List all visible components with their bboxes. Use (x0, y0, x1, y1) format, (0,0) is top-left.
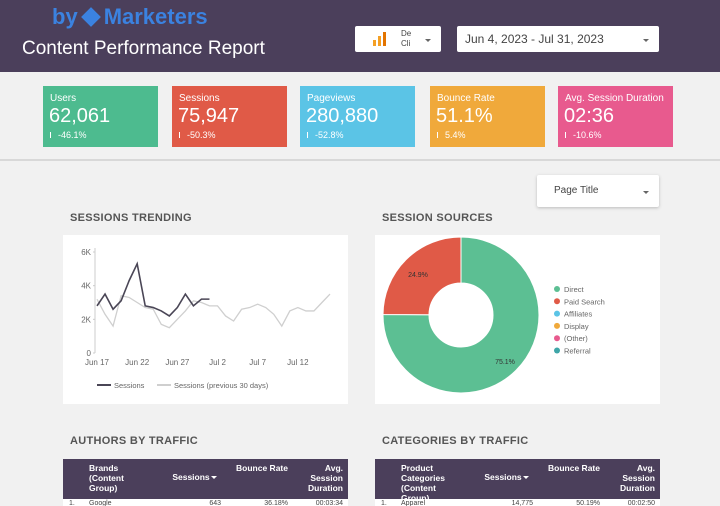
chart-title: SESSION SOURCES (382, 212, 493, 224)
column-header: Avg. Session Duration (308, 463, 343, 493)
legend-swatch (554, 322, 560, 329)
slice-label: 75.1% (495, 359, 515, 366)
source-text: De (401, 29, 412, 38)
kpi-label: Sessions (179, 93, 220, 104)
chart-title: SESSIONS TRENDING (70, 212, 192, 224)
kpi-change: -46.1% (58, 130, 87, 140)
legend-swatch (554, 286, 560, 292)
kpi-arrow (179, 132, 180, 138)
column-header: Bounce Rate (236, 463, 288, 473)
table-title: AUTHORS BY TRAFFIC (70, 435, 199, 447)
donut-slice (382, 236, 540, 394)
column-header: Product Categories (Content Group) (401, 463, 445, 503)
table-row: 1. Apparel 14,775 50.19% 00:02:50 (375, 499, 660, 506)
table-cell: 00:02:50 (627, 500, 655, 506)
y-tick-label: 4K (81, 282, 91, 291)
donut-slice (382, 236, 462, 316)
table-cell: 50.19% (576, 500, 600, 506)
kpi-label: Users (50, 93, 77, 104)
table-cell: 00:03:34 (315, 500, 343, 506)
logo: by Marketers (52, 4, 208, 30)
x-tick-label: Jun 22 (125, 358, 150, 367)
kpi-arrow (437, 132, 438, 138)
kpi-value: 280,880 (306, 105, 379, 127)
column-header: Bounce Rate (548, 463, 600, 473)
legend-swatch (554, 347, 560, 354)
table-header: Brands (Content Group) Sessions Bounce Rat… (63, 459, 348, 499)
source-selector[interactable]: De Cli (355, 26, 441, 52)
legend-label: Affiliates (564, 310, 592, 319)
legend-label: (Other) (564, 334, 588, 343)
column-header: Sessions (484, 472, 522, 482)
table-cell: Google (89, 500, 112, 506)
slice-label: 24.9% (408, 272, 428, 279)
kpi-change: -52.8% (315, 130, 344, 140)
y-tick-label: 0 (87, 349, 92, 358)
kpi-card: Pageviews 280,880 -52.8% (300, 86, 415, 147)
table-cell: 1. (69, 500, 75, 506)
date-range: Jun 4, 2023 - Jul 31, 2023 (465, 32, 604, 46)
filter-label: Page Title (554, 185, 599, 196)
legend-label: Sessions (previous 30 days) (174, 381, 269, 390)
line-series (96, 261, 210, 317)
source-text: Cli (401, 39, 411, 48)
legend-label: Display (564, 322, 589, 331)
table-title: CATEGORIES BY TRAFFIC (382, 435, 529, 447)
chart-panel (63, 235, 348, 404)
kpi-change: -50.3% (187, 130, 216, 140)
kpi-label: Bounce Rate (437, 93, 495, 104)
page-title-filter[interactable]: Page Title (537, 175, 659, 207)
x-tick-label: Jun 27 (165, 358, 190, 367)
kpi-value: 62,061 (49, 105, 111, 127)
x-tick-label: Jul 7 (249, 358, 266, 367)
logo-name: Marketers (103, 4, 208, 29)
kpi-label: Avg. Session Duration (565, 93, 664, 104)
column-header: Brands (Content Group) (89, 463, 124, 493)
kpi-arrow (50, 132, 51, 138)
kpi-label: Pageviews (307, 93, 356, 104)
legend-swatch (554, 310, 560, 317)
x-tick-label: Jul 2 (209, 358, 226, 367)
kpi-value: 75,947 (178, 105, 240, 127)
column-header: Sessions (172, 472, 210, 482)
report-title: Content Performance Report (22, 38, 265, 59)
kpi-change: 5.4% (445, 130, 466, 140)
x-tick-label: Jun 17 (85, 358, 110, 367)
column-header: Avg. Session Duration (620, 463, 655, 493)
table-row: 1. Google 643 36.18% 00:03:34 (63, 499, 348, 506)
legend-label: Sessions (114, 381, 145, 390)
legend-label: Referral (564, 347, 591, 356)
y-tick-label: 2K (81, 315, 91, 324)
date-range-picker[interactable]: Jun 4, 2023 - Jul 31, 2023 (457, 26, 659, 52)
kpi-card: Avg. Session Duration 02:36 -10.6% (558, 86, 673, 147)
table-cell: 1. (381, 500, 387, 506)
table-cell: 14,775 (511, 500, 533, 506)
table-cell: 36.18% (264, 500, 288, 506)
kpi-card: Bounce Rate 51.1% 5.4% (430, 86, 545, 147)
legend-label: Paid Search (564, 297, 605, 306)
legend-swatch (554, 335, 560, 342)
kpi-card: Users 62,061 -46.1% (43, 86, 158, 147)
legend-swatch (554, 298, 560, 305)
sort-icon (211, 476, 217, 482)
kpi-arrow (565, 132, 566, 138)
sort-icon (523, 476, 529, 482)
kpi-change: -10.6% (573, 130, 602, 140)
kpi-card: Sessions 75,947 -50.3% (172, 86, 287, 147)
table-cell: 643 (209, 500, 221, 506)
kpi-value: 02:36 (564, 105, 615, 127)
y-tick-label: 6K (81, 248, 91, 257)
table-header: Product Categories (Content Group) Sessio… (375, 459, 660, 503)
table-cell: Apparel (401, 500, 426, 506)
kpi-value: 51.1% (436, 105, 493, 127)
x-tick-label: Jul 12 (287, 358, 309, 367)
logo-prefix: by (52, 4, 78, 29)
legend-label: Direct (564, 285, 585, 294)
source-icon (373, 32, 386, 46)
line-series (96, 293, 331, 329)
kpi-arrow (307, 132, 308, 138)
divider (0, 159, 720, 161)
